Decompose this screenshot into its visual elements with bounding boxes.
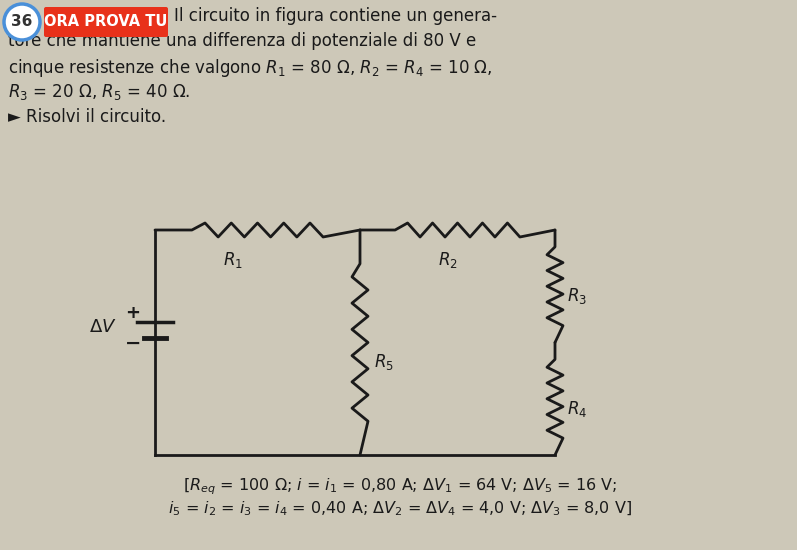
Text: $R_3$: $R_3$	[567, 286, 587, 306]
Text: $R_5$: $R_5$	[374, 353, 394, 372]
Text: $i_5$ = $i_2$ = $i_3$ = $i_4$ = 0,40 A; Δ$V_2$ = Δ$V_4$ = 4,0 V; Δ$V_3$ = 8,0 V]: $i_5$ = $i_2$ = $i_3$ = $i_4$ = 0,40 A; …	[168, 500, 632, 519]
Text: cinque resistenze che valgono $R_1$ = 80 Ω, $R_2$ = $R_4$ = 10 Ω,: cinque resistenze che valgono $R_1$ = 80…	[8, 57, 493, 79]
Text: tore che mantiene una differenza di potenziale di 80 V e: tore che mantiene una differenza di pote…	[8, 32, 477, 50]
Text: Il circuito in figura contiene un genera-: Il circuito in figura contiene un genera…	[174, 7, 497, 25]
Text: $R_4$: $R_4$	[567, 399, 587, 419]
Text: $R_3$ = 20 Ω, $R_5$ = 40 Ω.: $R_3$ = 20 Ω, $R_5$ = 40 Ω.	[8, 82, 190, 102]
Circle shape	[4, 4, 40, 40]
Text: [$R_{eq}$ = 100 Ω; $i$ = $i_1$ = 0,80 A; Δ$V_1$ = 64 V; Δ$V_5$ = 16 V;: [$R_{eq}$ = 100 Ω; $i$ = $i_1$ = 0,80 A;…	[183, 476, 617, 497]
Text: $\Delta V$: $\Delta V$	[89, 318, 117, 337]
Text: $R_2$: $R_2$	[438, 250, 457, 270]
Text: ORA PROVA TU: ORA PROVA TU	[45, 14, 167, 30]
FancyBboxPatch shape	[44, 7, 168, 37]
Text: −: −	[125, 334, 141, 353]
Text: $R_1$: $R_1$	[223, 250, 243, 270]
Text: +: +	[125, 305, 140, 322]
Text: ► Risolvi il circuito.: ► Risolvi il circuito.	[8, 108, 166, 126]
Text: 36: 36	[11, 14, 33, 30]
